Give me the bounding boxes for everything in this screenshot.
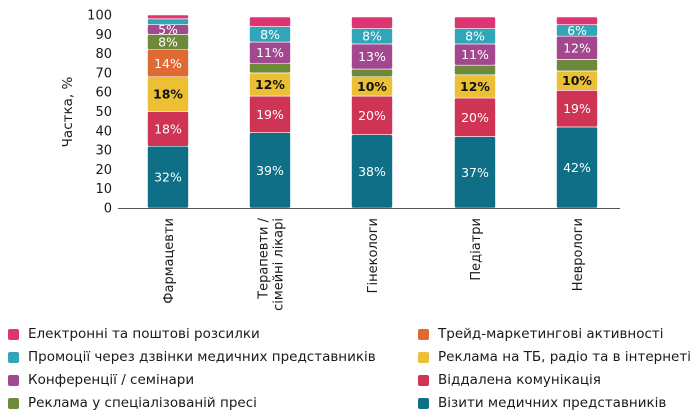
bar-stack: 37% 20% 12% 11% 8% [454,16,496,209]
data-label: 6% [567,23,587,38]
y-tick-label: 100 [87,9,112,24]
data-label: 12% [460,79,490,94]
bar-segment [556,16,598,25]
data-label: 18% [154,121,182,136]
x-category-line: сімейні лікарі [272,218,287,311]
data-label: 14% [154,56,182,71]
bar-segment [249,62,291,74]
y-axis-ticks: 0 10 20 30 40 50 60 70 80 90 100 [87,9,112,217]
y-axis-label: Частка, % [60,77,76,148]
y-tick-label: 40 [95,124,112,139]
data-label: 20% [358,108,386,123]
bars: 32%18%18%14%8%5%39%19%12%11%8%38%20%10%1… [147,14,598,209]
x-category-line: Гінекологи [366,218,381,293]
data-label: 11% [256,45,284,60]
bar-segment [454,64,496,76]
y-tick-label: 90 [95,28,112,43]
legend-swatch [8,351,19,363]
legend-item: Віддалена комунікація [418,372,601,388]
legend-label: Реклама у спеціалізованій пресі [28,395,257,411]
legend-label: Візити медичних представників [438,395,667,411]
x-category-line: Фармацевти [162,218,177,304]
y-tick-label: 20 [95,163,112,178]
x-category-line: Неврологи [571,218,586,291]
legend-label: Реклама на ТБ, радіо та в інтернеті [438,349,691,365]
data-label: 11% [461,47,489,62]
bar-segment [454,16,496,29]
bar-segment [249,16,291,27]
legend-label: Промоції через дзвінки медичних представ… [28,349,376,365]
legend-item: Візити медичних представників [418,395,666,411]
data-label: 37% [461,165,489,180]
y-tick-label: 0 [104,202,112,217]
bar-segment [351,16,393,29]
legend-label: Трейд-маркетингові активності [438,326,664,342]
legend-swatch [418,397,429,409]
data-label: 8% [158,35,178,50]
legend-item: Конференції / семінари [8,372,194,388]
y-tick-label: 50 [95,105,112,120]
x-category-line: Педіатри [469,218,484,281]
x-category-label: Неврологи [571,218,586,291]
data-label: 20% [461,110,489,125]
bar-segment [351,68,393,78]
legend-swatch [418,374,429,386]
bar-stack: 38% 20% 10% 13% 8% [351,16,393,209]
data-label: 38% [358,164,386,179]
legend-label: Електронні та поштові розсилки [28,326,260,342]
bar-stack: 32% 18% 18% 14% 8%5% [147,14,189,209]
data-label: 19% [256,107,284,122]
legend-item: Трейд-маркетингові активності [418,326,664,342]
x-category-label: Фармацевти [162,218,177,304]
x-category-label: Терапевти / сімейні лікарі [257,217,287,310]
x-category-line: Терапевти / [257,217,272,299]
x-axis-categories: Фармацевти Терапевти / сімейні лікарі Гінек… [162,217,586,310]
legend-swatch [8,328,19,340]
data-label: 13% [358,49,386,64]
y-tick-label: 60 [95,86,112,101]
data-label: 12% [255,77,285,92]
data-label: 8% [362,29,382,44]
bar-segment [556,59,598,72]
data-label: 8% [260,27,280,42]
legend-item: Реклама у спеціалізованій пресі [8,395,257,411]
data-label: 32% [154,170,182,185]
x-category-label: Педіатри [469,218,484,281]
bar-segment [147,18,189,25]
stacked-bar-chart: Частка, % 0 10 20 30 40 50 60 70 80 90 100 32% 18% 1… [60,9,620,311]
y-tick-label: 30 [95,144,112,159]
data-label: 12% [563,40,591,55]
data-label: 10% [357,79,387,94]
bar-stack: 42% 19% 10% 12% 6% [556,16,598,209]
data-label: 5% [158,22,178,37]
data-label: 42% [563,160,591,175]
legend-item: Промоції через дзвінки медичних представ… [8,349,376,365]
legend-swatch [418,351,429,363]
legend-swatch [418,328,429,340]
legend-label: Конференції / семінари [28,372,195,388]
legend-item: Електронні та поштові розсилки [8,326,260,342]
legend-swatch [8,374,19,386]
data-label: 8% [465,29,485,44]
data-label: 39% [256,163,284,178]
bar-segment [147,14,189,20]
bar-stack: 39% 19% 12% 11% 8% [249,16,291,209]
y-tick-label: 70 [95,66,112,81]
y-tick-label: 80 [95,47,112,62]
y-tick-label: 10 [95,182,112,197]
legend-swatch [8,397,19,409]
legend-item: Реклама на ТБ, радіо та в інтернеті [418,349,691,365]
legend: Електронні та поштові розсилки Промоції ч… [0,326,697,419]
legend-label: Віддалена комунікація [438,372,601,388]
data-label: 18% [153,87,183,102]
data-label: 10% [562,73,592,88]
data-label: 19% [563,101,591,116]
x-category-label: Гінекологи [366,218,381,293]
